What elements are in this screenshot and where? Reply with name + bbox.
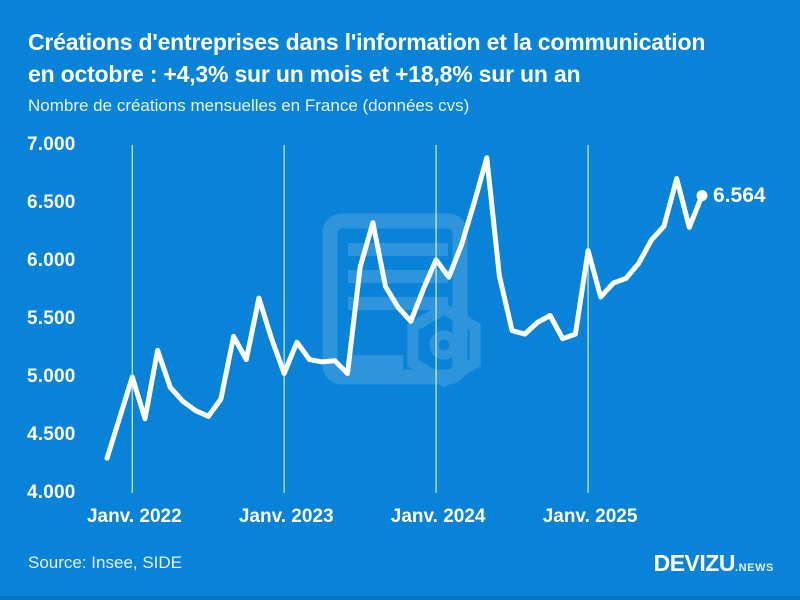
page-title-line1: Créations d'entreprises dans l'informati… bbox=[28, 29, 706, 55]
end-value-label: 6.564 bbox=[713, 183, 766, 207]
x-axis-tick-label: Janv. 2024 bbox=[390, 506, 486, 527]
brand-logo: DEVIZU .NEWS bbox=[654, 550, 774, 577]
chart-subtitle: Nombre de créations mensuelles en France… bbox=[28, 96, 470, 115]
brand-suffix: .NEWS bbox=[734, 562, 774, 574]
x-axis-tick-label: Janv. 2023 bbox=[238, 506, 334, 527]
year-gridlines bbox=[131, 145, 589, 493]
y-axis-tick-label: 5.500 bbox=[27, 308, 76, 329]
chart-header: Créations d'entreprises dans l'informati… bbox=[28, 26, 705, 116]
bottom-border-strip bbox=[0, 596, 800, 600]
last-point-marker bbox=[696, 190, 708, 202]
page-title-line2: en octobre : +4,3% sur un mois et +18,8%… bbox=[28, 61, 581, 87]
y-axis-tick-label: 6.000 bbox=[27, 250, 76, 271]
y-axis-tick-label: 7.000 bbox=[27, 134, 76, 155]
devizu-watermark-icon bbox=[322, 213, 481, 388]
x-axis-tick-label: Janv. 2022 bbox=[86, 506, 182, 527]
y-axis-tick-label: 4.500 bbox=[27, 424, 76, 445]
x-axis-tick-label: Janv. 2025 bbox=[542, 506, 638, 527]
brand-name: DEVIZU bbox=[653, 550, 736, 576]
y-axis-tick-label: 4.000 bbox=[27, 482, 76, 503]
source-note: Source: Insee, SIDE bbox=[28, 553, 183, 572]
y-axis-tick-label: 5.000 bbox=[27, 366, 76, 387]
y-axis-tick-label: 6.500 bbox=[27, 192, 76, 213]
data-series-line bbox=[104, 155, 705, 461]
